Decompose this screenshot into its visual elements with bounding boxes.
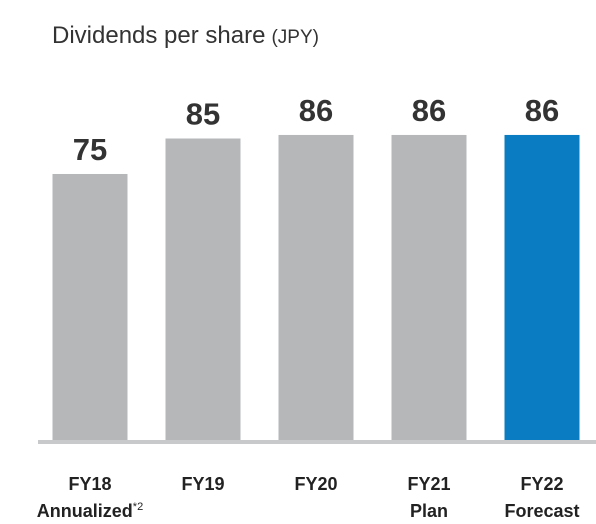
bar [165,138,241,440]
x-tick-sublabel: Plan [410,501,448,521]
bar [52,173,128,440]
x-tick-sublabel: Forecast [504,501,579,521]
x-tick-label: FY19 [181,474,224,494]
title-text: Dividends per share [52,22,265,49]
value-label: 75 [73,132,107,167]
x-tick-label: FY20 [294,474,337,494]
sublabel-text: Plan [410,501,448,521]
x-tick-sublabel: Annualized*2 [37,501,143,521]
bar [504,134,580,440]
value-label: 85 [186,97,220,132]
value-label: 86 [412,93,446,128]
chart-title: Dividends per share (JPY) [52,22,319,49]
x-tick-label: FY22 [520,474,563,494]
title-unit: (JPY) [271,27,319,48]
footnote-mark: *2 [133,501,143,513]
value-label: 86 [525,93,559,128]
sublabel-text: Forecast [504,501,579,521]
bar [278,134,354,440]
x-tick-label: FY21 [407,474,450,494]
sublabel-text: Annualized [37,501,133,521]
bar [391,134,467,440]
value-label: 86 [299,93,333,128]
x-tick-label: FY18 [68,474,111,494]
